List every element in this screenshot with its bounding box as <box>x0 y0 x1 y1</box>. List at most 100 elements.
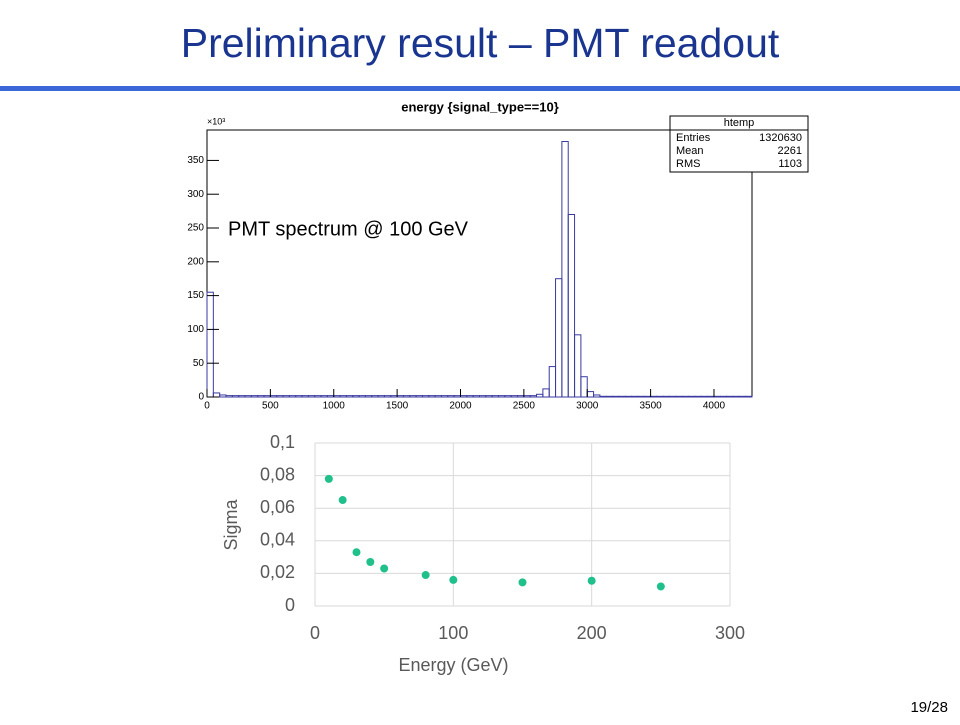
y-tick-label: 0,08 <box>260 464 295 484</box>
histogram-bar <box>631 395 639 398</box>
histogram-bar <box>479 395 487 398</box>
x-tick-label: 0 <box>204 401 210 412</box>
histogram-bar <box>301 395 309 398</box>
data-point <box>380 564 389 573</box>
x-tick-label: 3000 <box>576 401 599 412</box>
histogram-bar <box>434 395 442 398</box>
stats-label: Mean <box>676 145 704 157</box>
histogram-bar <box>238 395 246 398</box>
histogram-bar <box>364 395 373 398</box>
data-point <box>421 571 430 580</box>
histogram-bar <box>352 395 360 398</box>
y-tick-label: 250 <box>187 223 204 234</box>
histogram-bar <box>605 395 614 398</box>
x-tick-label: 2000 <box>449 401 472 412</box>
histogram-bar <box>307 395 316 398</box>
histogram-bar <box>219 394 227 398</box>
histogram-bar <box>314 395 322 398</box>
y-tick-label: 0,04 <box>260 530 295 550</box>
page-number: 19/28 <box>910 699 948 716</box>
stats-value: 1103 <box>778 158 802 170</box>
slide-title: Preliminary result – PMT readout <box>181 20 780 66</box>
histogram-bar <box>415 395 423 398</box>
histogram-bar <box>732 395 740 398</box>
x-tick-label: 200 <box>577 623 607 643</box>
histogram-bar <box>637 395 645 398</box>
histogram-bar <box>555 278 563 398</box>
x-tick-label: 2500 <box>513 401 536 412</box>
histogram-bar <box>459 395 468 398</box>
histogram-bar <box>593 394 601 398</box>
histogram-bar <box>269 395 278 398</box>
histogram-bar <box>599 395 607 398</box>
histogram-bar <box>453 395 461 398</box>
y-tick-label: 0,06 <box>260 497 295 517</box>
x-tick-label: 1000 <box>323 401 346 412</box>
histogram-bar <box>726 395 734 398</box>
histogram-bar <box>333 395 341 398</box>
data-point <box>366 557 375 566</box>
y-tick-label: 0 <box>285 595 295 615</box>
y-tick-label: 100 <box>187 324 204 335</box>
histogram-bar <box>276 395 284 398</box>
histogram-bar <box>206 291 214 398</box>
histogram-bar <box>390 395 398 398</box>
histogram-bar <box>567 213 576 398</box>
y-tick-label: 0 <box>198 392 204 403</box>
x-tick-label: 100 <box>438 623 468 643</box>
y-tick-label: 50 <box>193 358 205 369</box>
data-point <box>656 582 665 591</box>
histogram-bar <box>624 395 633 398</box>
histogram-bar <box>377 395 385 398</box>
annotation: PMT spectrum @ 100 GeV <box>228 218 469 240</box>
histogram-bar <box>383 395 392 398</box>
histogram-bar <box>694 395 702 398</box>
y-tick-label: 350 <box>187 155 204 166</box>
histogram-bar <box>231 395 240 398</box>
y-tick-label: 300 <box>187 189 204 200</box>
histogram-bar <box>396 395 404 398</box>
x-tick-label: 1500 <box>386 401 409 412</box>
histogram-bar <box>713 395 721 398</box>
histogram-bar <box>612 395 620 398</box>
histogram-bar <box>498 395 506 398</box>
histogram-bar <box>250 395 259 398</box>
chart-title: energy {signal_type==10} <box>401 99 559 114</box>
histogram-bar <box>447 395 455 398</box>
histogram-bar <box>662 395 671 398</box>
histogram-bar <box>491 395 500 398</box>
histogram-bar <box>618 395 626 398</box>
histogram-bar <box>339 395 347 398</box>
stats-box <box>669 115 809 173</box>
histogram-bar <box>669 395 677 398</box>
histogram-bar <box>719 395 728 398</box>
histogram-bar <box>738 395 747 398</box>
histogram-bar <box>371 395 379 398</box>
histogram-bar <box>643 395 652 398</box>
stats-label: RMS <box>676 158 700 170</box>
data-point <box>449 575 458 584</box>
histogram-bar <box>288 395 297 398</box>
histogram-bar <box>529 395 538 398</box>
histogram-bar <box>574 334 582 398</box>
stats-value: 1320630 <box>759 132 802 144</box>
x-axis-label: Energy (GeV) <box>398 655 508 675</box>
histogram-bar <box>295 395 303 398</box>
stats-label: Entries <box>676 132 711 144</box>
histogram-bar <box>580 376 588 398</box>
histogram-bar <box>523 395 531 398</box>
histogram-bar <box>675 395 683 398</box>
histogram-bar <box>320 395 328 398</box>
stats-title: htemp <box>724 117 755 129</box>
y-axis-label: Sigma <box>221 499 241 551</box>
histogram-bar <box>681 395 690 398</box>
histogram-bar <box>656 395 664 398</box>
histogram-bar <box>409 395 417 398</box>
histogram-bar <box>326 395 335 398</box>
histogram-bar <box>244 395 252 398</box>
y-tick-label: 0,1 <box>270 432 295 452</box>
histogram-bar <box>510 395 519 398</box>
histogram-bar <box>466 395 474 398</box>
histogram-bar <box>421 395 430 398</box>
